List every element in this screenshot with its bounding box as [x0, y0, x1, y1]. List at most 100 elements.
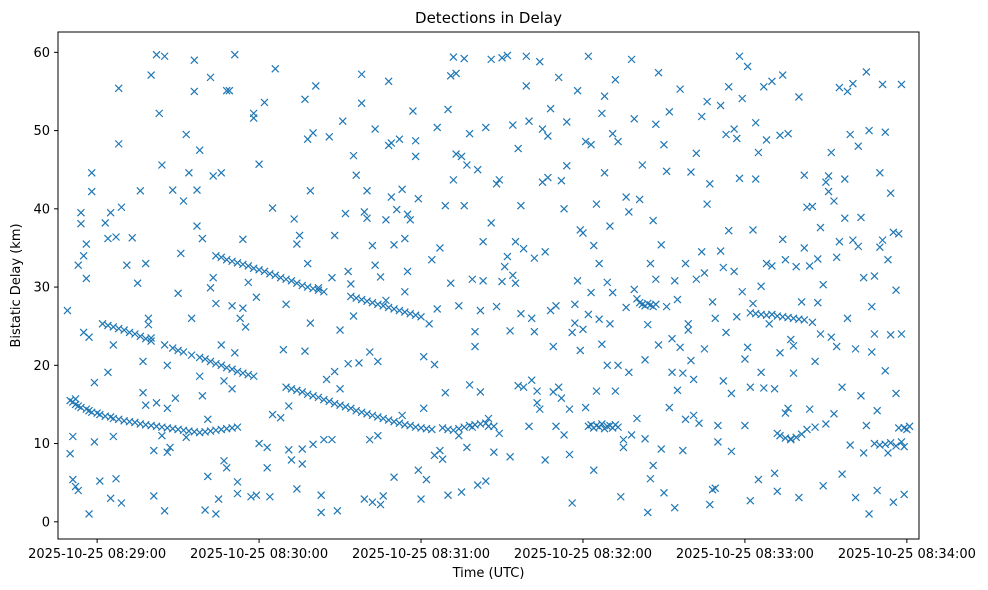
data-point [724, 82, 733, 91]
data-point [681, 259, 690, 268]
data-point [468, 423, 477, 432]
data-point [481, 477, 490, 486]
data-point [441, 388, 450, 397]
data-point [236, 314, 245, 323]
data-point [684, 319, 693, 328]
data-point [352, 171, 361, 180]
data-point [87, 187, 96, 196]
data-point [193, 186, 201, 194]
data-point [792, 262, 801, 271]
data-point [147, 337, 156, 345]
data-point [260, 267, 269, 276]
data-point [543, 173, 552, 182]
data-point [533, 387, 542, 396]
data-point [217, 341, 226, 349]
data-point [687, 356, 695, 365]
data-point [676, 343, 685, 352]
data-point [190, 87, 199, 96]
data-point [811, 423, 820, 432]
data-point [805, 262, 814, 270]
data-point [498, 53, 506, 62]
data-point [430, 360, 439, 369]
data-point [697, 112, 706, 121]
data-point [149, 446, 158, 455]
data-point [252, 491, 261, 500]
chart-title: Detections in Delay [415, 9, 562, 27]
data-point [406, 215, 415, 224]
data-point [840, 175, 849, 184]
data-point [382, 215, 390, 224]
data-point [614, 137, 622, 146]
data-point [832, 253, 841, 262]
data-point [387, 193, 396, 202]
data-point [419, 352, 428, 361]
data-point [641, 355, 649, 364]
data-point [433, 305, 442, 313]
data-point [179, 197, 188, 205]
data-point [489, 448, 498, 457]
data-point [843, 314, 852, 323]
data-point [703, 97, 712, 106]
data-point [139, 357, 147, 366]
data-point [152, 398, 161, 407]
data-point [68, 475, 77, 484]
data-point [727, 389, 736, 398]
data-point [611, 75, 620, 84]
data-point [487, 55, 496, 64]
data-point [851, 493, 860, 502]
data-point [417, 495, 425, 504]
data-point [441, 201, 450, 210]
data-point [360, 495, 369, 504]
data-point [581, 403, 590, 412]
data-point [390, 473, 398, 482]
data-point [373, 357, 382, 366]
data-point [565, 450, 574, 459]
data-point [730, 125, 739, 133]
data-point [630, 285, 639, 294]
data-point [832, 342, 841, 351]
data-point [892, 286, 900, 295]
data-point [786, 434, 795, 443]
data-point [905, 422, 914, 431]
data-point [203, 472, 212, 481]
data-point [800, 244, 809, 252]
data-point [811, 357, 820, 366]
data-point [735, 52, 744, 61]
data-point [606, 319, 614, 328]
data-point [562, 161, 571, 170]
data-point [295, 231, 304, 240]
data-point [824, 187, 833, 196]
data-point [724, 226, 733, 235]
data-point [438, 455, 447, 464]
data-point [392, 205, 401, 214]
data-point [465, 380, 474, 389]
data-point [894, 229, 903, 238]
data-point [338, 117, 347, 126]
data-point [325, 132, 334, 141]
data-point [703, 200, 712, 209]
data-point [341, 209, 350, 218]
data-point [619, 435, 628, 444]
data-point [449, 175, 458, 184]
data-point [687, 168, 695, 176]
data-point [489, 422, 498, 431]
data-point [79, 251, 88, 260]
data-point [821, 178, 830, 187]
data-point [106, 208, 115, 217]
data-point [252, 293, 261, 302]
data-point [128, 233, 137, 242]
data-point [160, 341, 169, 349]
data-point [403, 267, 412, 276]
data-point [287, 276, 296, 285]
data-point [222, 86, 231, 95]
data-point [838, 470, 847, 478]
data-point [695, 419, 703, 428]
data-point [827, 148, 836, 157]
data-point [376, 272, 385, 281]
data-point [587, 288, 595, 297]
data-point [298, 445, 307, 453]
data-point [862, 67, 871, 76]
data-point [751, 175, 760, 184]
data-point [568, 499, 577, 507]
